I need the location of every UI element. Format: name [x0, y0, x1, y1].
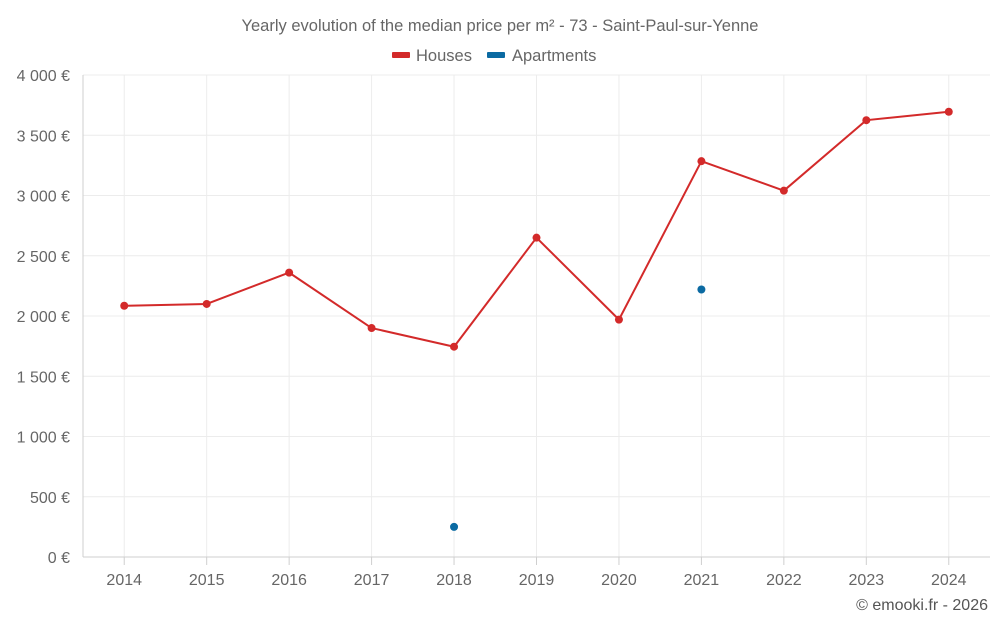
x-tick-label: 2019 — [519, 572, 555, 589]
legend-label-apartments[interactable]: Apartments — [512, 47, 596, 65]
x-tick-label: 2022 — [766, 572, 802, 589]
y-tick-label: 3 500 € — [17, 128, 70, 145]
data-point-houses[interactable] — [202, 299, 211, 308]
chart-title: Yearly evolution of the median price per… — [242, 17, 759, 35]
x-tick-label: 2023 — [849, 572, 885, 589]
x-tick-label: 2015 — [189, 572, 225, 589]
legend-label-houses[interactable]: Houses — [416, 47, 472, 65]
data-point-houses[interactable] — [120, 301, 129, 310]
data-point-houses[interactable] — [285, 268, 294, 277]
y-tick-label: 4 000 € — [17, 68, 70, 85]
x-tick-label: 2020 — [601, 572, 637, 589]
y-axis-ticks: 0 € 500 € 1 000 € 1 500 € 2 000 € 2 500 € 3 00… — [17, 68, 70, 567]
legend: Houses Apartments — [392, 47, 596, 65]
x-tick-label: 2021 — [684, 572, 720, 589]
x-tick-label: 2017 — [354, 572, 390, 589]
data-point-houses[interactable] — [944, 107, 953, 116]
y-tick-label: 500 € — [30, 490, 70, 507]
y-tick-label: 1 500 € — [17, 369, 70, 386]
gridlines — [82, 74, 990, 558]
y-tick-label: 0 € — [48, 550, 70, 567]
y-tick-label: 2 000 € — [17, 309, 70, 326]
data-point-houses[interactable] — [697, 157, 706, 166]
x-tick-label: 2014 — [106, 572, 142, 589]
series-apartments — [450, 285, 706, 531]
series-layer — [120, 107, 953, 531]
data-point-houses[interactable] — [614, 315, 623, 324]
y-tick-label: 3 000 € — [17, 189, 70, 206]
x-axis-ticks: 2014 2015 2016 2017 2018 2019 2020 2021 2022 2023… — [106, 557, 967, 589]
y-tick-label: 2 500 € — [17, 249, 70, 266]
y-tick-label: 1 000 € — [17, 430, 70, 447]
x-tick-label: 2024 — [931, 572, 967, 589]
legend-swatch-houses — [392, 52, 410, 58]
data-point-houses[interactable] — [450, 342, 459, 351]
series-houses — [120, 107, 953, 351]
x-tick-label: 2018 — [436, 572, 472, 589]
data-point-apartments[interactable] — [450, 522, 459, 531]
data-point-houses[interactable] — [862, 116, 871, 125]
legend-swatch-apartments — [487, 52, 505, 58]
data-point-houses[interactable] — [779, 186, 788, 195]
credit-text: © emooki.fr - 2026 — [856, 597, 988, 614]
data-point-houses[interactable] — [532, 233, 541, 242]
data-point-apartments[interactable] — [697, 285, 706, 294]
x-tick-label: 2016 — [271, 572, 307, 589]
data-point-houses[interactable] — [367, 324, 376, 333]
